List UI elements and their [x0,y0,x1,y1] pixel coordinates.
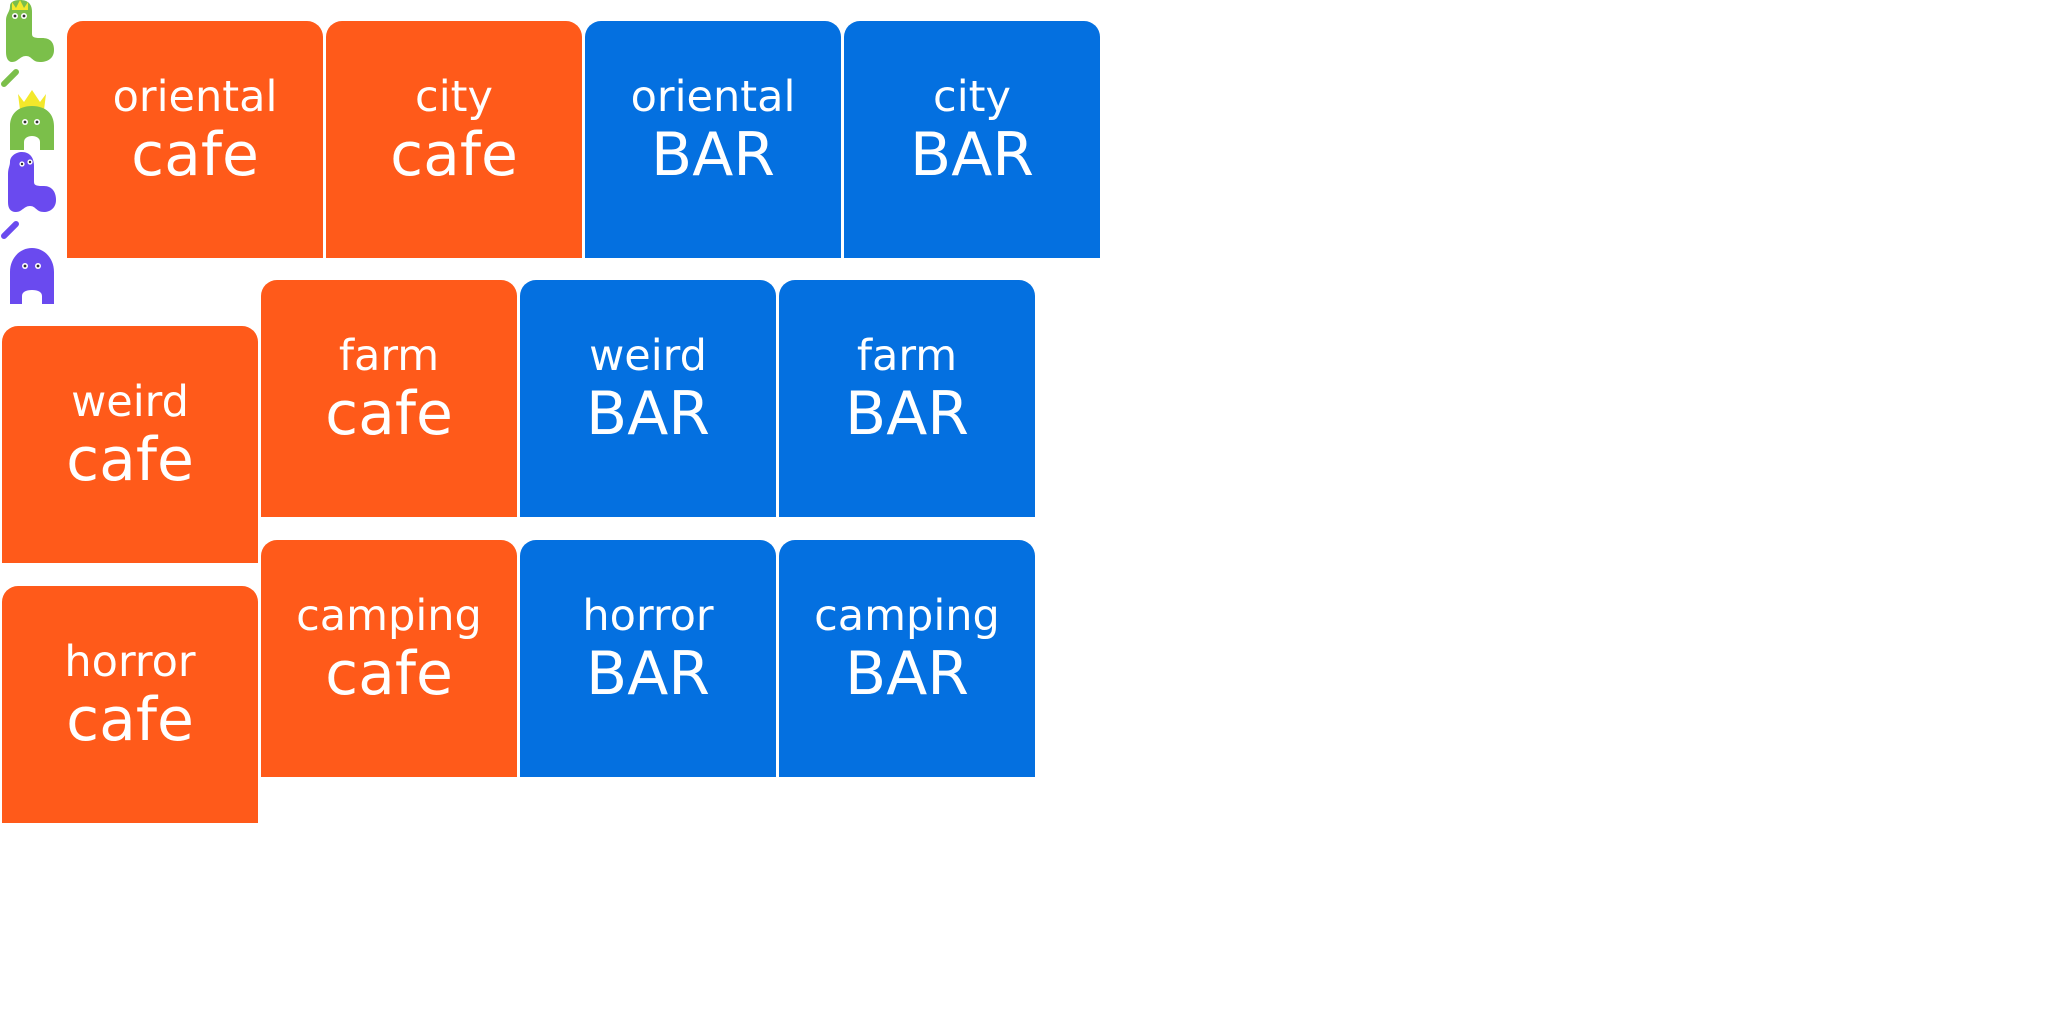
tile-oriental-cafe[interactable]: oriental cafe [67,21,323,258]
tile-city-cafe[interactable]: city cafe [326,21,582,258]
tile-bottom-label: BAR [586,378,710,449]
tile-horror-bar[interactable]: horror BAR [520,540,776,777]
tile-bottom-label: cafe [390,119,518,190]
tile-bottom-label: BAR [845,378,969,449]
tile-bottom-label: cafe [66,684,194,755]
tile-farm-cafe[interactable]: farm cafe [261,280,517,517]
tile-bottom-label: BAR [910,119,1034,190]
tile-top-label: city [415,71,493,122]
tile-bottom-label: BAR [845,638,969,709]
green-arm-icon [1,69,19,87]
tile-weird-cafe[interactable]: weird cafe [2,326,258,563]
tile-top-label: oriental [112,71,278,122]
tile-weird-bar[interactable]: weird BAR [520,280,776,517]
tile-farm-bar[interactable]: farm BAR [779,280,1035,517]
tile-top-label: farm [856,330,958,381]
tile-oriental-bar[interactable]: oriental BAR [585,21,841,258]
green-creature-icon [6,0,54,62]
green-crowned-creature-icon [10,90,54,150]
purple-ghost-icon [10,248,54,304]
purple-arm-icon [1,221,19,239]
tile-bottom-label: cafe [325,378,453,449]
tile-camping-bar[interactable]: camping BAR [779,540,1035,777]
tile-top-label: farm [338,330,440,381]
tile-top-label: weird [589,330,707,381]
tile-bottom-label: cafe [325,638,453,709]
purple-creature-icon [8,152,56,212]
tile-top-label: horror [582,590,714,641]
tile-horror-cafe[interactable]: horror cafe [2,586,258,823]
tile-top-label: horror [64,636,196,687]
tile-bottom-label: BAR [586,638,710,709]
tile-top-label: camping [814,590,1000,641]
tile-top-label: oriental [630,71,796,122]
tile-top-label: city [933,71,1011,122]
tile-bottom-label: cafe [66,424,194,495]
tile-bottom-label: BAR [651,119,775,190]
tile-city-bar[interactable]: city BAR [844,21,1100,258]
tile-top-label: camping [296,590,482,641]
tile-camping-cafe[interactable]: camping cafe [261,540,517,777]
tile-bottom-label: cafe [131,119,259,190]
tile-top-label: weird [71,376,189,427]
